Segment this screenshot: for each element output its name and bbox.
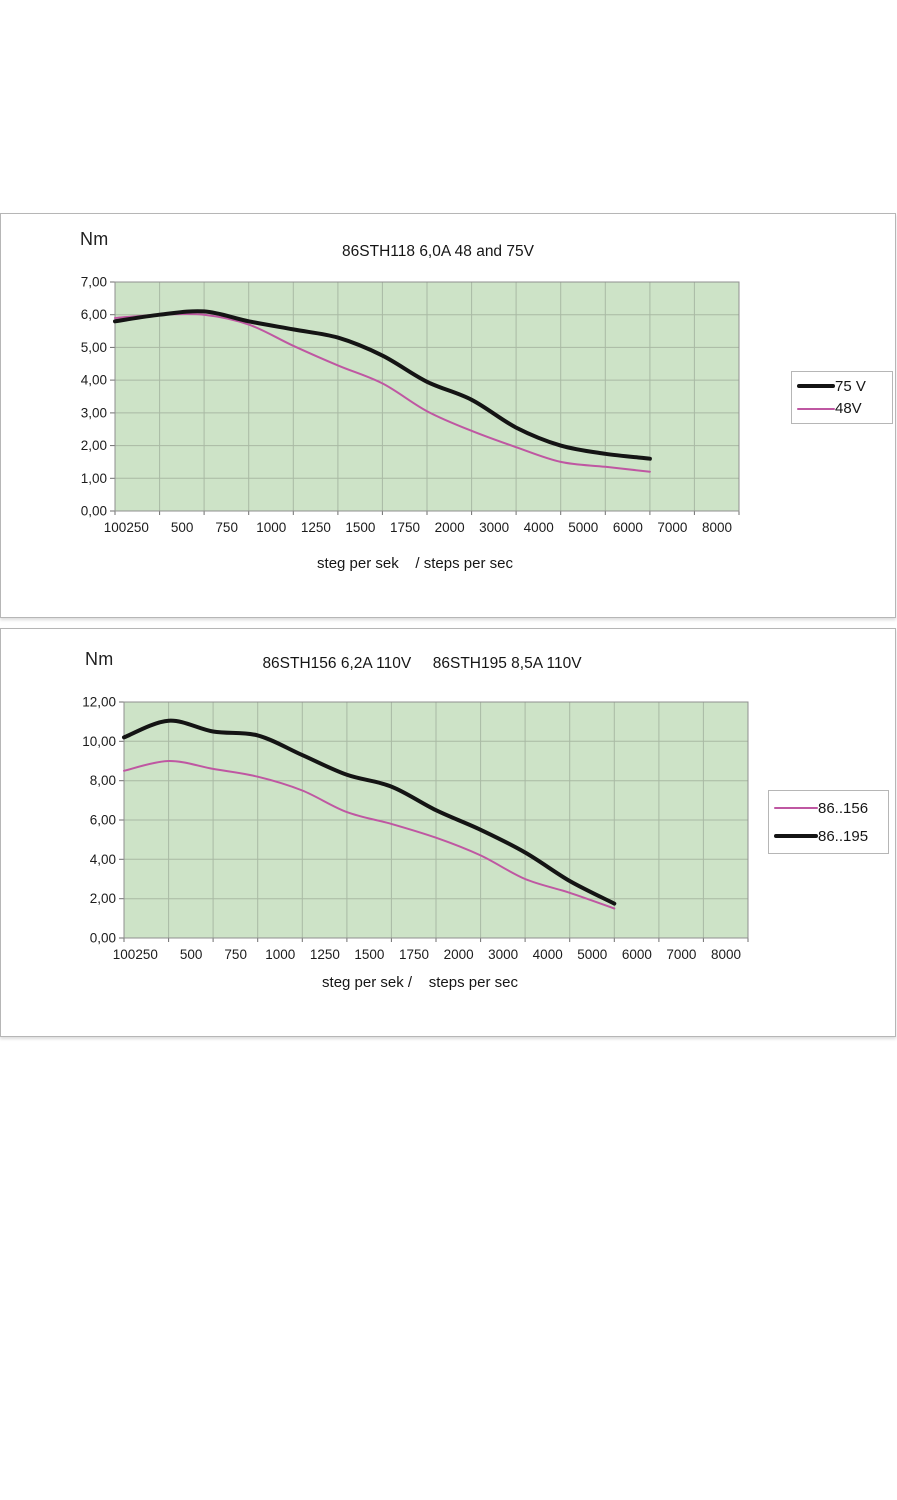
y-tick-label: 10,00: [82, 734, 116, 749]
x-tick-label: 6000: [622, 947, 652, 962]
x-tick-label: 1500: [354, 947, 384, 962]
y-unit-label: Nm: [85, 649, 114, 669]
y-tick-label: 3,00: [81, 405, 107, 420]
y-tick-labels: 12,00 10,00 8,00 6,00 4,00 2,00 0,00: [82, 695, 116, 946]
x-tick-label: 1250: [310, 947, 340, 962]
y-tick-label: 2,00: [90, 891, 116, 906]
x-tick-label: 1000: [265, 947, 295, 962]
x-tick-label: 3000: [479, 520, 509, 535]
y-tick-label: 0,00: [81, 504, 107, 519]
y-tick-labels: 7,00 6,00 5,00 4,00 3,00 2,00 1,00 0,00: [81, 275, 107, 519]
x-tick-label: 100: [104, 520, 127, 535]
legend-label: 75 V: [835, 377, 866, 395]
chart-panel-bottom: 12,00 10,00 8,00 6,00 4,00 2,00 0,00 100 250 500 7…: [0, 628, 896, 1037]
legend-item: 48V: [797, 400, 887, 417]
legend-line-sample: [774, 834, 818, 838]
chart-title: 86STH118 6,0A 48 and 75V: [342, 243, 534, 260]
legend-label: 48V: [835, 400, 862, 418]
x-tick-label: 100: [113, 947, 136, 962]
y-tick-label: 2,00: [81, 438, 107, 453]
series-line-75-v: [113, 309, 652, 461]
x-tick-label: 1500: [345, 520, 375, 535]
x-tick-label: 7000: [657, 520, 687, 535]
x-tick-label: 250: [135, 947, 158, 962]
y-tick-label: 8,00: [90, 773, 116, 788]
x-tick-label: 2000: [435, 520, 465, 535]
legend-item: 75 V: [797, 378, 887, 395]
legend-line-sample: [774, 807, 818, 809]
y-tick-label: 6,00: [90, 813, 116, 828]
legend-item: 86..156: [774, 800, 883, 817]
legend-item: 86..195: [774, 828, 883, 845]
x-tick-label: 750: [215, 520, 238, 535]
series-line-86-195: [122, 718, 617, 906]
x-tick-label: 1750: [390, 520, 420, 535]
x-tick-label: 250: [126, 520, 149, 535]
chart-title: 86STH156 6,2A 110V 86STH195 8,5A 110V: [262, 655, 582, 672]
x-tick-labels: 100 250 500 750 1000 1250 1500 1750 2000 3000 4000…: [113, 947, 741, 962]
x-axis-title: steg per sek / steps per sec: [322, 974, 518, 991]
y-tick-label: 6,00: [81, 307, 107, 322]
series-line-86-156: [123, 759, 616, 910]
x-tick-labels: 100 250 500 750 1000 1250 1500 1750 2000 3000 4000…: [104, 520, 732, 535]
y-tick-label: 1,00: [81, 471, 107, 486]
y-tick-label: 12,00: [82, 695, 116, 710]
x-tick-label: 5000: [577, 947, 607, 962]
y-tick-label: 5,00: [81, 340, 107, 355]
legend-line-sample: [797, 407, 835, 410]
x-tick-label: 1250: [301, 520, 331, 535]
legend: 86..156 86..195: [768, 790, 889, 854]
legend-label: 86..195: [818, 827, 869, 845]
x-tick-label: 6000: [613, 520, 643, 535]
x-tick-label: 8000: [711, 947, 741, 962]
legend: 75 V 48V: [791, 371, 893, 424]
x-tick-label: 4000: [524, 520, 554, 535]
chart-panel-top: 7,00 6,00 5,00 4,00 3,00 2,00 1,00 0,00 100 250 50…: [0, 213, 896, 618]
y-tick-label: 4,00: [81, 373, 107, 388]
y-unit-label: Nm: [80, 229, 109, 249]
x-tick-label: 3000: [488, 947, 518, 962]
x-tick-label: 1750: [399, 947, 429, 962]
y-tick-label: 0,00: [90, 931, 116, 946]
y-tick-label: 7,00: [81, 275, 107, 290]
x-tick-label: 5000: [568, 520, 598, 535]
plot-border: [114, 281, 740, 512]
x-tick-label: 4000: [533, 947, 563, 962]
x-tick-label: 1000: [256, 520, 286, 535]
series-line-48v: [114, 312, 651, 473]
x-tick-label: 500: [171, 520, 194, 535]
legend-label: 86..156: [818, 799, 869, 817]
x-axis-title: steg per sek / steps per sec: [317, 555, 513, 572]
x-tick-label: 2000: [444, 947, 474, 962]
plot-border: [123, 701, 749, 939]
x-tick-label: 8000: [702, 520, 732, 535]
y-tick-label: 4,00: [90, 852, 116, 867]
x-tick-label: 500: [180, 947, 203, 962]
legend-line-sample: [797, 384, 835, 389]
x-tick-label: 7000: [666, 947, 696, 962]
x-tick-label: 750: [224, 947, 247, 962]
